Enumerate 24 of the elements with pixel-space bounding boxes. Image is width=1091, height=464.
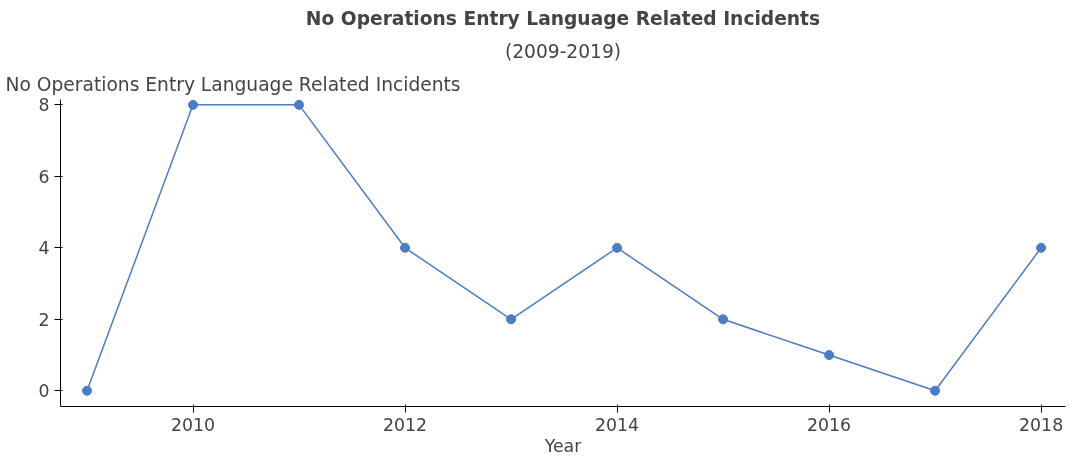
point — [506, 314, 517, 325]
y-tick-label: 6 — [38, 166, 50, 187]
x-tick-label: 2014 — [595, 414, 640, 435]
point — [930, 385, 941, 396]
point — [1036, 242, 1047, 253]
point — [188, 99, 199, 110]
x-axis-title: Year — [543, 435, 583, 456]
x-tick-label: 2010 — [170, 414, 216, 435]
x-tick-label: 2016 — [807, 414, 852, 435]
x-tick-label: 2012 — [382, 414, 428, 435]
point — [718, 314, 729, 325]
point — [612, 242, 623, 253]
point — [294, 99, 305, 110]
point — [82, 385, 92, 396]
chart-title: No Operations Entry Language Related Incidents — [305, 7, 821, 29]
chart-subtitle: (2009-2019) — [504, 40, 622, 62]
y-tick-label: 0 — [38, 381, 50, 402]
y-tick-label: 8 — [38, 95, 50, 116]
y-tick-label: 4 — [38, 238, 50, 259]
point — [400, 242, 411, 253]
y-tick-label: 2 — [38, 309, 50, 330]
point — [824, 350, 835, 361]
x-tick-label: 2018 — [1019, 414, 1064, 435]
y-axis-title: No Operations Entry Language Related Incidents — [5, 73, 461, 95]
